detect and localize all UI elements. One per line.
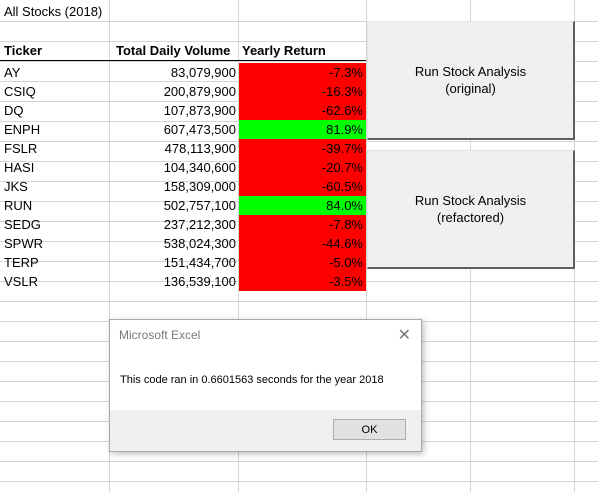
volume-cell[interactable]: 478,113,900 — [164, 141, 236, 156]
ticker-cell[interactable]: TERP — [4, 255, 39, 270]
yearly-return-cell[interactable]: -44.6% — [239, 234, 366, 253]
dialog-body: This code ran in 0.6601563 seconds for t… — [110, 350, 421, 410]
volume-cell[interactable]: 538,024,300 — [163, 236, 236, 251]
volume-cell[interactable]: 104,340,600 — [163, 160, 236, 175]
button-line-1: Run Stock Analysis — [414, 193, 527, 208]
ticker-cell[interactable]: SEDG — [4, 217, 41, 232]
volume-cell[interactable]: 200,879,900 — [163, 84, 236, 99]
header-total-daily-volume[interactable]: Total Daily Volume — [116, 43, 231, 58]
ticker-cell[interactable]: DQ — [4, 103, 24, 118]
ticker-cell[interactable]: VSLR — [4, 274, 38, 289]
volume-cell[interactable]: 502,757,100 — [163, 198, 236, 213]
ticker-cell[interactable]: RUN — [4, 198, 33, 213]
message-dialog: Microsoft Excel ✕ This code ran in 0.660… — [109, 319, 422, 452]
volume-cell[interactable]: 83,079,900 — [170, 65, 236, 80]
ticker-cell[interactable]: FSLR — [4, 141, 38, 156]
header-ticker[interactable]: Ticker — [4, 43, 43, 58]
run-stock-analysis-refactored-button[interactable]: Run Stock Analysis (refactored) — [367, 150, 575, 269]
yearly-return-cell[interactable]: -5.0% — [239, 253, 366, 272]
button-line-2: (original) — [445, 81, 496, 96]
yearly-return-cell[interactable]: -62.6% — [239, 101, 366, 120]
dialog-titlebar[interactable]: Microsoft Excel ✕ — [110, 320, 421, 350]
volume-cell[interactable]: 158,309,000 — [163, 179, 236, 194]
yearly-return-cell[interactable]: -3.5% — [239, 272, 366, 291]
dialog-message: This code ran in 0.6601563 seconds for t… — [120, 374, 384, 386]
yearly-return-cell[interactable]: 84.0% — [239, 196, 366, 215]
volume-cell[interactable]: 607,473,500 — [163, 122, 236, 137]
volume-cell[interactable]: 237,212,300 — [163, 217, 236, 232]
yearly-return-cell[interactable]: -39.7% — [239, 139, 366, 158]
close-icon[interactable]: ✕ — [397, 327, 411, 344]
header-yearly-return[interactable]: Yearly Return — [242, 43, 326, 58]
ticker-cell[interactable]: ENPH — [4, 122, 41, 137]
yearly-return-cell[interactable]: -7.8% — [239, 215, 366, 234]
run-stock-analysis-original-button[interactable]: Run Stock Analysis (original) — [367, 21, 575, 140]
yearly-return-cell[interactable]: -7.3% — [239, 63, 366, 82]
volume-cell[interactable]: 136,539,100 — [163, 274, 236, 289]
ok-button[interactable]: OK — [333, 419, 406, 440]
yearly-return-cell[interactable]: 81.9% — [239, 120, 366, 139]
button-line-2: (refactored) — [436, 210, 505, 225]
dialog-title: Microsoft Excel — [119, 328, 201, 342]
yearly-return-cell[interactable]: -60.5% — [239, 177, 366, 196]
yearly-return-cell[interactable]: -16.3% — [239, 82, 366, 101]
volume-cell[interactable]: 107,873,900 — [163, 103, 236, 118]
yearly-return-cell[interactable]: -20.7% — [239, 158, 366, 177]
button-line-1: Run Stock Analysis — [414, 64, 527, 79]
ticker-cell[interactable]: AY — [4, 65, 21, 80]
ticker-cell[interactable]: HASI — [4, 160, 35, 175]
ticker-cell[interactable]: SPWR — [4, 236, 43, 251]
volume-cell[interactable]: 151,434,700 — [163, 255, 236, 270]
ticker-cell[interactable]: JKS — [4, 179, 28, 194]
header-underline — [0, 60, 366, 61]
sheet-title[interactable]: All Stocks (2018) — [4, 4, 103, 19]
ticker-cell[interactable]: CSIQ — [4, 84, 36, 99]
